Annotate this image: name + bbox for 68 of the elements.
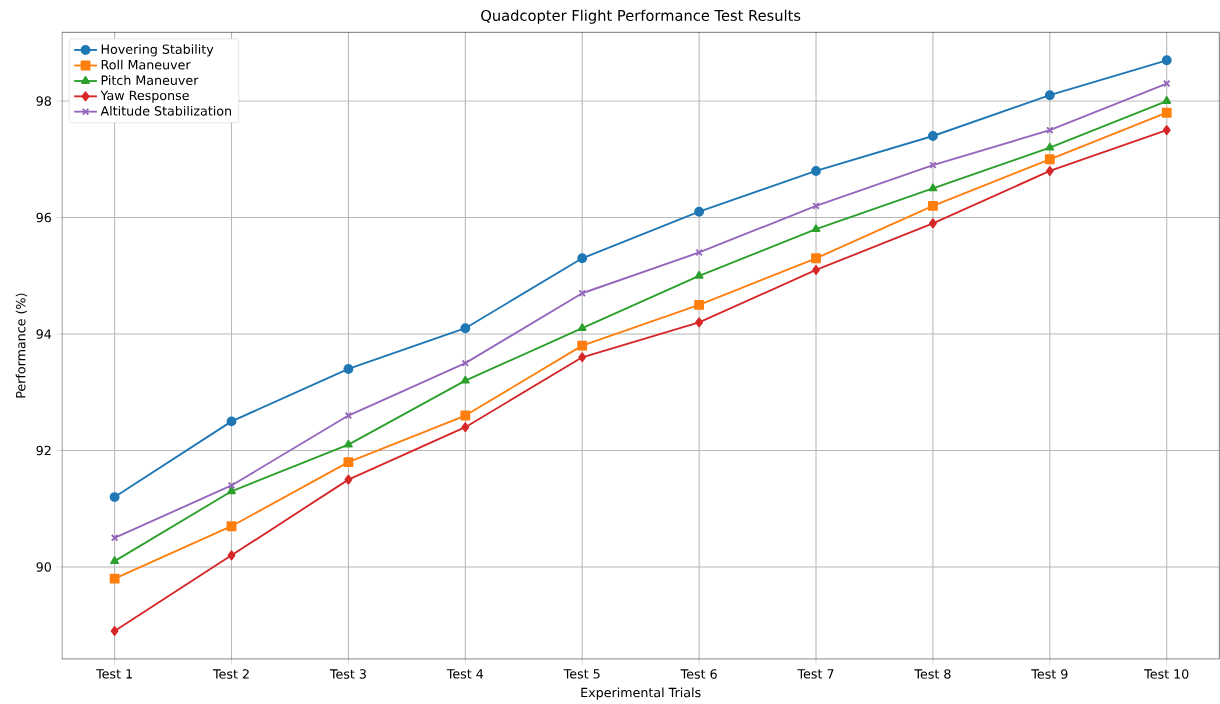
y-tick-label: 96 [36,212,52,223]
point [110,626,119,636]
point [460,375,470,384]
x-tick-label: Test 5 [563,669,600,679]
point [344,474,353,485]
x-tick-label: Test 2 [212,669,249,679]
point [694,206,705,217]
point [344,411,353,420]
point [927,131,938,141]
point [812,265,820,275]
point [577,340,588,351]
x-axis-title: Experimental Trials [581,687,701,700]
x-tick-label: Test 1 [96,669,132,679]
x-tick-label: Test 9 [1031,669,1068,679]
point [461,422,470,433]
point [811,224,821,233]
point [577,253,588,264]
point [1044,90,1055,101]
point [1044,154,1055,165]
point [226,416,237,427]
point [1162,125,1171,136]
point [811,253,821,264]
point [1161,107,1172,118]
chart-title: Quadcopter Flight Performance Test Results [481,9,801,24]
point [109,573,120,584]
x-tick-label: Test 6 [680,669,717,679]
x-tick-label: Test 4 [446,669,484,679]
legend-label: Roll Maneuver [101,59,191,70]
legend-label: Hovering Stability [101,44,214,57]
point [1162,79,1171,88]
x-tick-label: Test 10 [1144,669,1189,679]
point [343,457,354,468]
x-tick-label: Test 8 [914,669,951,679]
point [344,439,353,448]
legend-label: Altitude Stabilization [100,105,232,116]
point [1045,166,1054,176]
point [1162,96,1172,104]
point [577,323,587,332]
point [1045,142,1055,151]
point [343,364,354,374]
point [694,299,705,310]
point [460,410,471,421]
point [227,550,236,561]
point [812,202,820,210]
point [929,161,937,169]
point [694,270,704,279]
point [578,352,587,363]
y-tick-label: 98 [36,96,51,106]
point [460,323,471,334]
legend-label: Pitch Maneuver [101,75,199,86]
x-tick-label: Test 3 [329,669,366,679]
point [928,183,938,192]
point [226,521,237,532]
point [227,481,236,490]
point [110,556,120,565]
legend-label: Yaw Response [100,90,189,103]
point [928,218,937,229]
y-tick-label: 94 [36,329,52,339]
point [927,200,938,211]
point [109,492,120,503]
point [227,486,236,495]
x-tick-label: Test 7 [797,669,834,679]
y-axis-title: Performance (%) [15,293,27,398]
y-tick-label: 90 [36,562,51,572]
point [695,317,704,328]
y-tick-label: 92 [36,445,51,456]
point [1161,55,1172,66]
point [811,166,821,176]
